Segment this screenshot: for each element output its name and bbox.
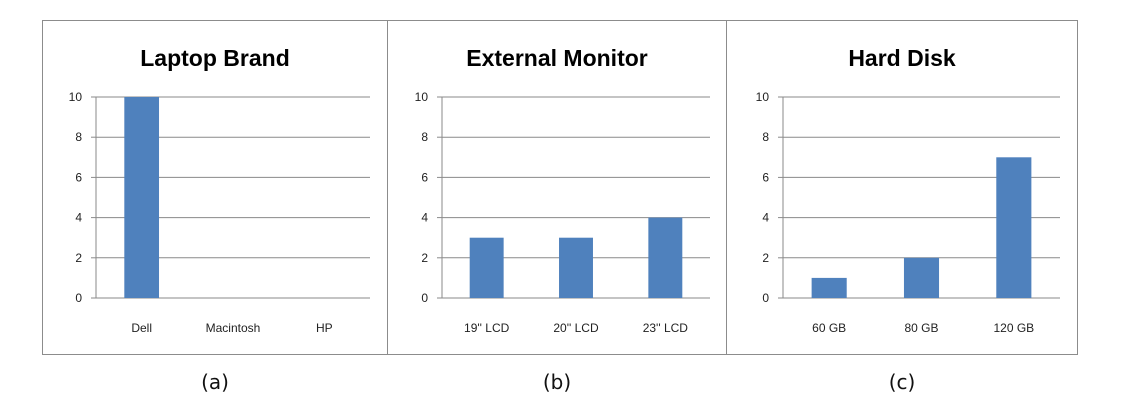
y-tick-label-hard-disk-2: 4 bbox=[762, 211, 769, 225]
bar-laptop-brand-0 bbox=[124, 97, 160, 298]
y-tick-label-laptop-brand-1: 2 bbox=[75, 251, 82, 265]
caption-c: (c) bbox=[888, 370, 916, 394]
y-tick-label-external-monitor-3: 6 bbox=[421, 170, 428, 184]
y-tick-label-hard-disk-5: 10 bbox=[756, 90, 770, 104]
bar-external-monitor-0 bbox=[469, 237, 504, 298]
y-tick-label-external-monitor-1: 2 bbox=[421, 251, 428, 265]
bar-hard-disk-2 bbox=[996, 157, 1032, 298]
y-tick-label-hard-disk-3: 6 bbox=[762, 170, 769, 184]
chart-title-laptop-brand: Laptop Brand bbox=[140, 45, 290, 71]
y-tick-label-external-monitor-0: 0 bbox=[421, 291, 428, 305]
y-tick-label-hard-disk-0: 0 bbox=[762, 291, 769, 305]
bar-hard-disk-0 bbox=[811, 277, 847, 298]
y-tick-label-laptop-brand-3: 6 bbox=[75, 170, 82, 184]
bar-external-monitor-2 bbox=[648, 217, 683, 298]
y-tick-label-external-monitor-4: 8 bbox=[421, 130, 428, 144]
category-label-laptop-brand-1: Macintosh bbox=[206, 321, 261, 335]
y-tick-label-hard-disk-1: 2 bbox=[762, 251, 769, 265]
category-label-hard-disk-1: 80 GB bbox=[904, 321, 938, 335]
category-label-external-monitor-1: 20'' LCD bbox=[553, 321, 599, 335]
chart-title-hard-disk: Hard Disk bbox=[848, 45, 956, 71]
caption-b: (b) bbox=[542, 370, 572, 394]
y-tick-label-laptop-brand-0: 0 bbox=[75, 291, 82, 305]
category-label-laptop-brand-2: HP bbox=[316, 321, 333, 335]
category-label-external-monitor-0: 19'' LCD bbox=[464, 321, 510, 335]
y-tick-label-hard-disk-4: 8 bbox=[762, 130, 769, 144]
panel-laptop-brand bbox=[42, 20, 388, 355]
category-label-external-monitor-2: 23'' LCD bbox=[643, 321, 689, 335]
category-label-laptop-brand-0: Dell bbox=[131, 321, 152, 335]
bar-hard-disk-1 bbox=[903, 257, 940, 298]
y-tick-label-external-monitor-2: 4 bbox=[421, 211, 428, 225]
panel-external-monitor bbox=[387, 20, 727, 355]
caption-a: (a) bbox=[201, 370, 229, 394]
y-tick-label-external-monitor-5: 10 bbox=[415, 90, 429, 104]
y-tick-label-laptop-brand-5: 10 bbox=[69, 90, 83, 104]
bar-external-monitor-1 bbox=[559, 237, 593, 298]
chart-title-external-monitor: External Monitor bbox=[466, 45, 648, 71]
y-tick-label-laptop-brand-2: 4 bbox=[75, 211, 82, 225]
y-tick-label-laptop-brand-4: 8 bbox=[75, 130, 82, 144]
category-label-hard-disk-0: 60 GB bbox=[812, 321, 846, 335]
category-label-hard-disk-2: 120 GB bbox=[993, 321, 1034, 335]
